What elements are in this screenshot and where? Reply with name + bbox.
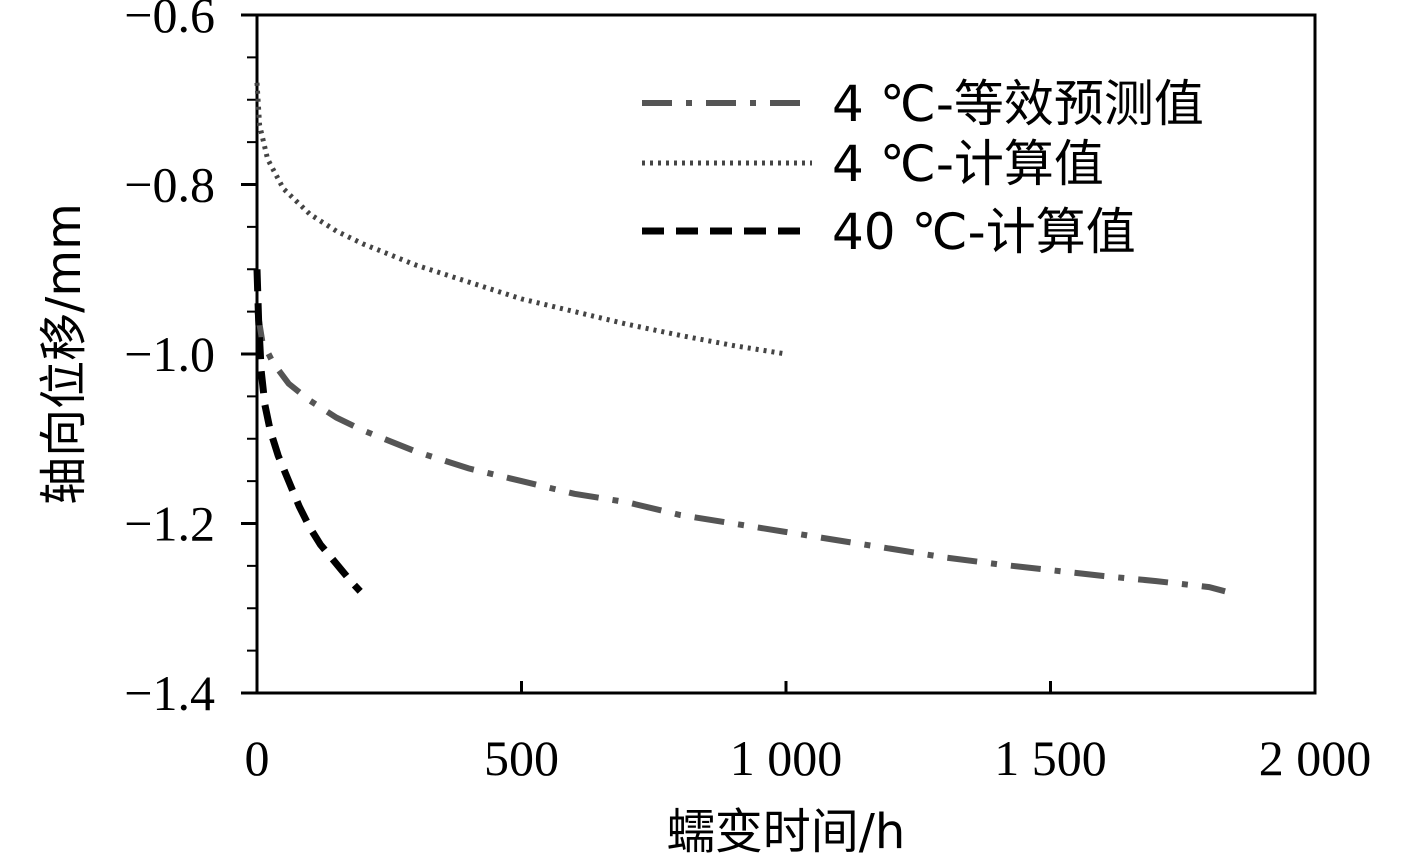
y-tick-label: −1.4: [124, 665, 215, 721]
y-tick-label: −1.0: [124, 326, 215, 382]
y-axis-title: 轴向位移/mm: [36, 203, 92, 505]
x-tick-label: 0: [245, 730, 270, 786]
y-tick-label: −1.2: [124, 496, 215, 552]
series-line-2: [254, 82, 787, 357]
y-tick-label: −0.8: [124, 157, 215, 213]
series-line-1: [254, 311, 1226, 595]
x-axis-title: 蠕变时间/h: [667, 804, 906, 859]
y-tick-label: −0.6: [124, 0, 215, 43]
axis-ticks: [241, 13, 1317, 695]
x-tick-label: 1 500: [994, 730, 1107, 786]
x-tick-label: 2 000: [1259, 730, 1372, 786]
legend-label: 4 ℃-等效预测值: [832, 75, 1204, 133]
legend-label: 4 ℃-计算值: [832, 135, 1104, 193]
x-tick-label: 1 000: [730, 730, 843, 786]
tick-labels: 0 500 1 000 1 500 2 000 −0.6 −0.8 −1.0 −1.2 −1.4: [124, 0, 1371, 786]
legend-label: 40 ℃-计算值: [832, 203, 1136, 261]
series-line-3: [253, 269, 363, 594]
series-group: [253, 82, 1226, 595]
x-tick-label: 500: [484, 730, 559, 786]
